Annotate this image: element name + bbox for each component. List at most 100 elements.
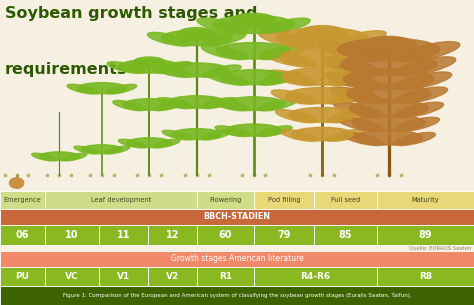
Bar [99,225,148,245]
Point [238,173,246,178]
Ellipse shape [329,31,386,48]
Text: V1: V1 [117,272,130,281]
Ellipse shape [275,110,317,123]
Ellipse shape [201,65,241,77]
Ellipse shape [328,90,374,104]
Bar [0,286,474,305]
Text: 10: 10 [65,230,78,240]
Point [134,173,141,178]
Bar [314,191,377,209]
Point [13,173,20,178]
Point [110,173,118,178]
Bar [148,225,197,245]
Ellipse shape [267,70,316,86]
Ellipse shape [395,102,444,117]
Text: Figure 1: Comparison of the European and American system of classifying the soyb: Figure 1: Comparison of the European and… [63,293,411,298]
Ellipse shape [342,132,383,145]
Point [67,173,75,178]
Ellipse shape [328,110,369,123]
Ellipse shape [396,72,452,90]
Bar [314,225,377,245]
Ellipse shape [276,28,368,48]
Ellipse shape [215,126,249,137]
Text: 89: 89 [419,230,432,240]
Ellipse shape [127,138,172,148]
Ellipse shape [62,153,87,161]
Ellipse shape [32,153,56,161]
Ellipse shape [168,96,225,108]
Ellipse shape [226,124,281,136]
Ellipse shape [213,16,294,33]
Ellipse shape [396,57,456,76]
Ellipse shape [340,54,437,75]
Point [25,173,32,178]
Point [397,173,404,178]
Point [193,173,201,178]
Ellipse shape [321,57,381,76]
Text: 85: 85 [339,230,352,240]
Text: V2: V2 [166,272,179,281]
Ellipse shape [355,130,422,145]
Ellipse shape [162,130,193,140]
Bar [197,267,254,286]
Ellipse shape [394,132,436,145]
Ellipse shape [334,102,383,117]
Point [330,173,338,178]
Ellipse shape [259,45,306,59]
Ellipse shape [258,126,292,137]
Ellipse shape [297,26,347,42]
Text: Flowering: Flowering [210,197,242,203]
Ellipse shape [77,83,127,94]
Ellipse shape [119,60,180,73]
Point [373,173,381,178]
Ellipse shape [197,18,247,34]
Ellipse shape [352,115,425,131]
Text: Soybean growth stages and: Soybean growth stages and [5,6,257,21]
Ellipse shape [133,57,166,68]
Bar [0,225,45,245]
Bar [0,209,474,225]
Ellipse shape [74,146,99,154]
Ellipse shape [394,117,439,131]
Ellipse shape [165,63,228,77]
Bar [377,191,474,209]
Point [181,173,189,178]
Bar [99,267,148,286]
Ellipse shape [202,32,246,46]
Ellipse shape [153,100,186,111]
Ellipse shape [67,84,98,94]
Text: Emergence: Emergence [3,197,41,203]
Ellipse shape [338,117,383,131]
Bar [0,191,45,209]
Ellipse shape [289,107,356,122]
Point [385,173,392,178]
Ellipse shape [123,99,175,110]
Bar [254,267,377,286]
Ellipse shape [349,99,428,117]
Bar [377,225,474,245]
Point [307,173,314,178]
Point [146,173,153,178]
Ellipse shape [258,31,315,48]
Ellipse shape [346,84,431,103]
Text: Pod filling: Pod filling [268,197,300,203]
Ellipse shape [152,65,192,77]
Text: Leaf development: Leaf development [91,197,151,203]
Ellipse shape [201,98,236,109]
Point [1,173,9,178]
Ellipse shape [271,90,317,104]
Bar [45,191,197,209]
Point [205,173,212,178]
Point [319,173,326,178]
Ellipse shape [210,99,249,111]
Text: Maturity: Maturity [412,197,439,203]
Ellipse shape [326,72,382,90]
Point [86,173,94,178]
Ellipse shape [280,48,365,66]
Point [250,173,257,178]
Ellipse shape [157,98,192,109]
Point [44,173,51,178]
Bar [45,225,99,245]
Ellipse shape [260,18,310,34]
Text: requirements: requirements [5,62,127,77]
